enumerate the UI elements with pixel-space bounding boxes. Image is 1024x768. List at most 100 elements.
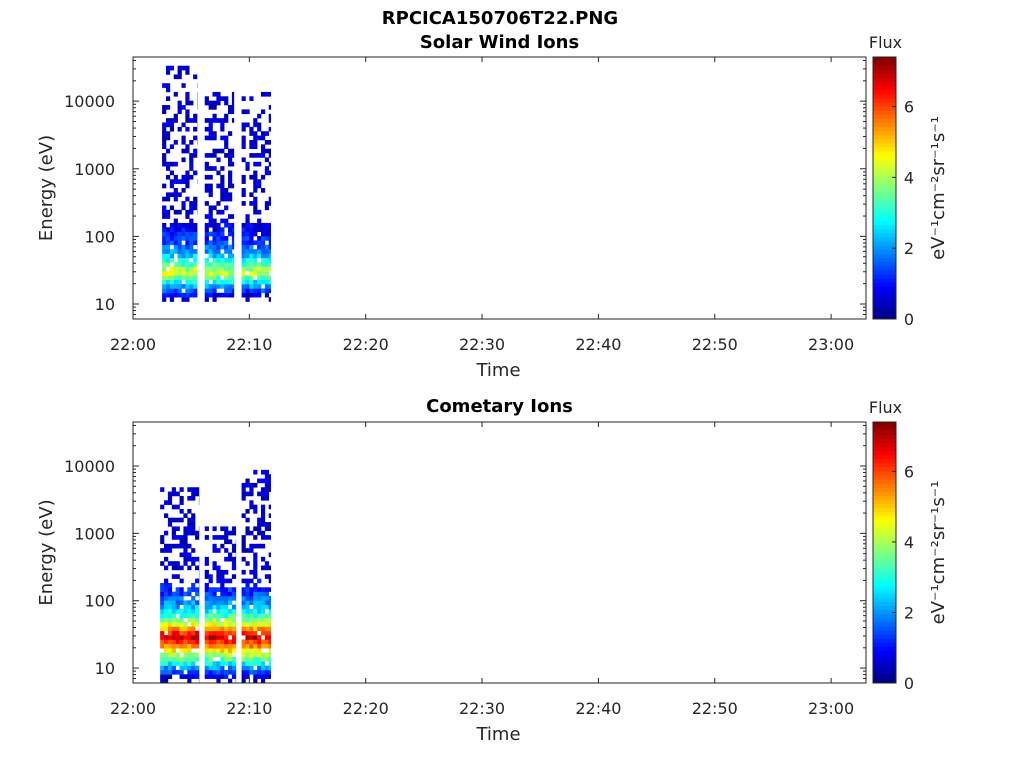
flux-cell <box>260 270 266 276</box>
flux-cell <box>177 231 182 237</box>
flux-cell <box>249 543 254 549</box>
colorbar-swatch <box>873 228 896 234</box>
flux-cell <box>181 157 186 163</box>
flux-cell <box>257 517 262 523</box>
flux-cell <box>177 109 182 115</box>
colorbar-swatch <box>873 261 896 267</box>
flux-cell <box>241 578 246 584</box>
flux-cell <box>268 153 271 158</box>
colorbar-swatch <box>873 434 896 439</box>
flux-cell <box>208 626 213 632</box>
flux-cell <box>249 139 254 145</box>
flux-cell <box>231 244 235 250</box>
flux-cell <box>231 262 235 267</box>
flux-cell <box>249 596 254 601</box>
flux-cell <box>224 609 229 614</box>
flux-cell <box>208 604 213 610</box>
colorbar-tick-label: 0 <box>904 310 914 329</box>
flux-cell <box>208 609 213 614</box>
flux-cell <box>260 639 266 645</box>
flux-cell <box>216 249 221 254</box>
flux-cell <box>189 161 194 167</box>
flux-cell <box>224 648 229 653</box>
flux-cell <box>185 227 190 232</box>
flux-cell <box>253 552 258 558</box>
flux-cell <box>165 227 171 232</box>
flux-cell <box>260 279 266 285</box>
flux-cell <box>220 183 225 189</box>
flux-cell <box>167 669 173 675</box>
flux-cell <box>268 574 271 579</box>
flux-cell <box>187 530 192 536</box>
flux-cell <box>257 218 262 224</box>
flux-cell <box>260 596 266 601</box>
x-tick-label: 22:30 <box>459 699 505 718</box>
flux-cell <box>160 617 165 623</box>
flux-cell <box>185 284 190 289</box>
flux-cell <box>241 513 246 518</box>
flux-cell <box>253 556 258 562</box>
flux-cell <box>212 279 217 285</box>
flux-cell <box>249 587 254 592</box>
flux-cell <box>245 109 250 115</box>
flux-cell <box>257 530 262 536</box>
colorbar-swatch <box>873 572 896 578</box>
flux-cell <box>253 526 258 532</box>
colorbar-swatch <box>873 515 896 521</box>
flux-cell <box>231 648 237 653</box>
flux-cell <box>245 526 250 532</box>
flux-cell <box>257 639 262 645</box>
flux-cell <box>187 656 192 662</box>
flux-cell <box>220 600 225 605</box>
panel-title: Cometary Ions <box>426 396 573 417</box>
flux-cell <box>249 626 254 632</box>
flux-cell <box>162 83 167 88</box>
flux-cell <box>183 648 188 653</box>
flux-cell <box>245 509 250 514</box>
flux-cell <box>183 656 188 662</box>
flux-cell <box>169 118 175 123</box>
flux-cell <box>264 639 270 645</box>
flux-cell <box>260 661 266 666</box>
flux-cell <box>264 591 270 597</box>
flux-cell <box>193 135 198 141</box>
flux-cell <box>249 491 254 497</box>
flux-cell <box>249 569 254 575</box>
flux-cell <box>189 249 194 254</box>
flux-cell <box>189 288 194 294</box>
flux-cell <box>216 201 221 206</box>
flux-cell <box>164 556 169 562</box>
flux-cell <box>204 643 209 649</box>
flux-cell <box>204 613 209 619</box>
flux-cell <box>268 288 271 294</box>
flux-cell <box>189 218 194 224</box>
flux-cell <box>245 517 250 523</box>
flux-cell <box>260 253 266 259</box>
colorbar-swatch <box>873 446 896 452</box>
flux-cell <box>177 257 182 263</box>
y-axis-label: Energy (eV) <box>36 499 57 605</box>
flux-cell <box>264 604 270 610</box>
y-tick-label: 100 <box>84 227 115 246</box>
flux-cell <box>260 600 266 605</box>
flux-cell <box>169 205 175 211</box>
flux-cell <box>171 530 176 536</box>
flux-cell <box>231 161 235 167</box>
flux-cell <box>231 617 237 623</box>
x-tick-label: 22:10 <box>226 335 272 354</box>
flux-cell <box>268 513 271 518</box>
flux-cell <box>249 227 254 232</box>
flux-cell <box>253 284 258 289</box>
flux-cell <box>264 665 270 671</box>
flux-cell <box>216 652 221 658</box>
flux-cell <box>204 569 209 575</box>
flux-cell <box>181 122 186 128</box>
flux-cell <box>249 275 254 280</box>
flux-cell <box>195 617 200 623</box>
flux-cell <box>257 491 262 497</box>
flux-cell <box>195 652 200 658</box>
flux-cell <box>216 253 221 259</box>
flux-cell <box>208 218 213 224</box>
flux-cell <box>185 174 190 180</box>
flux-cell <box>228 652 233 658</box>
